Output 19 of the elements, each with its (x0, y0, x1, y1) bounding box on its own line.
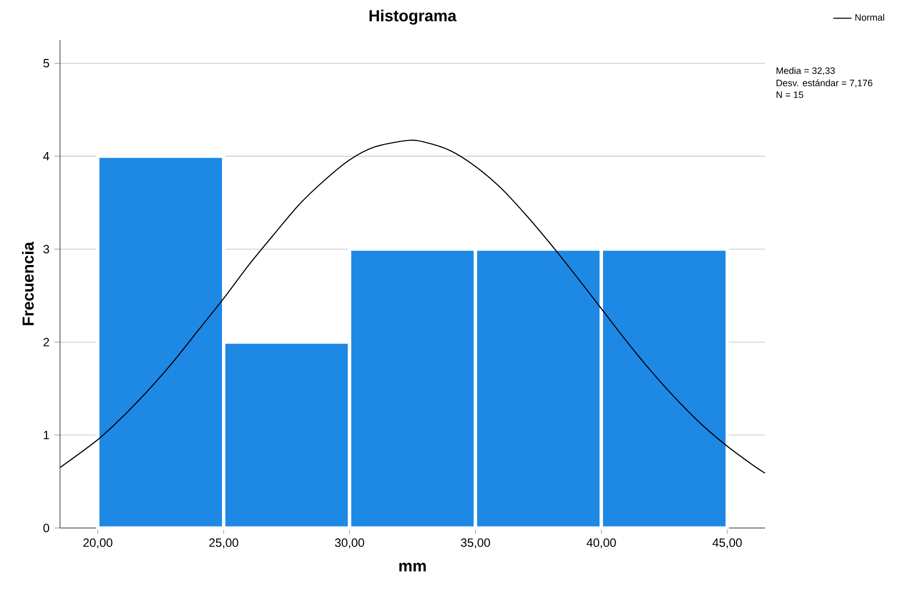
chart-title: Histograma (370, 10, 457, 25)
y-tick-label: 1 (44, 430, 50, 440)
text: N = 15 (776, 92, 804, 98)
x-tick-label: 25,00 (209, 538, 238, 548)
x-tick-label: 30,00 (335, 538, 364, 548)
y-tick-label: 0 (43, 524, 50, 532)
x-tick-label: 40,00 (586, 538, 616, 548)
x-tick-label: 35,00 (460, 538, 490, 548)
y-axis-title: Frecuencia (22, 242, 34, 326)
text: Media = 32,33 (776, 67, 835, 76)
y-tick-label: 4 (43, 152, 50, 160)
x-tick-label: 45,00 (712, 538, 742, 548)
x-axis-title: mm (399, 562, 426, 572)
y-tick-label: 3 (43, 244, 50, 254)
text: Desv. estándar = 7,176 (776, 79, 872, 88)
legend-label: Normal (855, 14, 884, 21)
y-tick-label: 2 (44, 338, 49, 346)
y-tick-label: 5 (43, 59, 50, 68)
x-tick-label: 20,00 (83, 538, 112, 548)
